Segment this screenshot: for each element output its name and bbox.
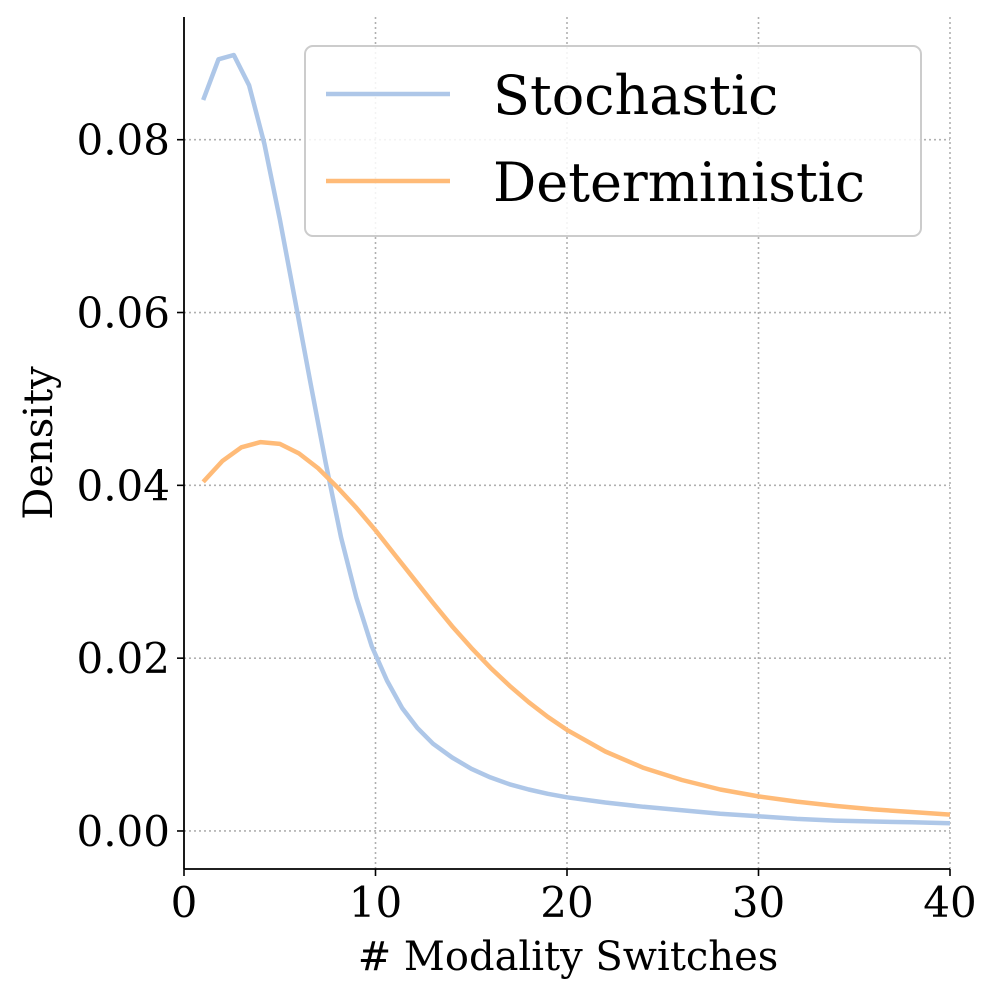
x-axis-title: # Modality Switches (358, 934, 779, 980)
legend-label-deterministic: Deterministic (493, 151, 865, 214)
ticks: 0 10 20 30 40 0.00 0.02 0.04 0.06 0.08 (76, 116, 976, 927)
legend-label-stochastic: Stochastic (493, 64, 778, 127)
series-line-stochastic (201, 52, 951, 826)
x-tick-label-20: 20 (540, 878, 593, 927)
x-tick-label-0: 0 (171, 878, 198, 927)
y-tick-label-3: 0.06 (76, 289, 170, 338)
x-tick-label-40: 40 (923, 878, 976, 927)
y-tick-label-2: 0.04 (76, 461, 170, 510)
series-line-deterministic (201, 439, 951, 817)
y-axis-title: Density (16, 366, 62, 520)
y-tick-label-4: 0.08 (76, 116, 170, 165)
y-tick-label-0: 0.00 (76, 807, 170, 856)
y-tick-label-1: 0.02 (76, 634, 170, 683)
x-tick-label-10: 10 (349, 878, 402, 927)
series-lines (201, 52, 951, 826)
legend: Stochastic Deterministic (304, 45, 922, 237)
legend-frame (304, 45, 922, 237)
x-tick-label-30: 30 (732, 878, 785, 927)
